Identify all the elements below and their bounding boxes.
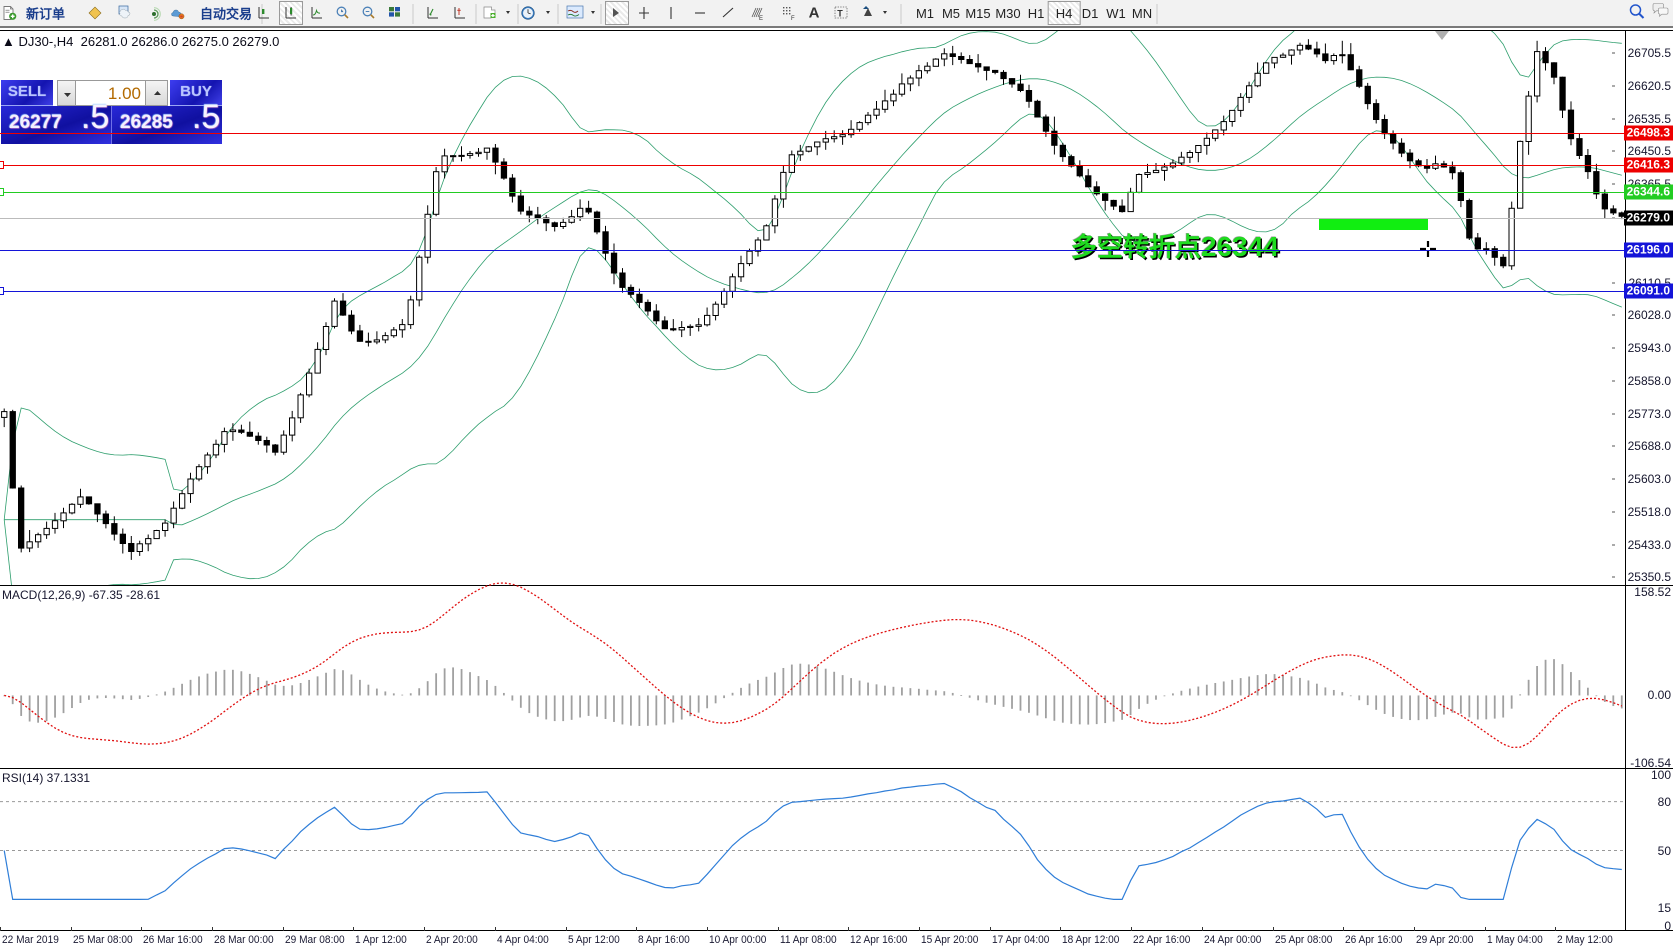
svg-text:T: T xyxy=(837,9,843,19)
svg-text:F: F xyxy=(791,16,795,21)
svg-text:E: E xyxy=(759,16,763,21)
